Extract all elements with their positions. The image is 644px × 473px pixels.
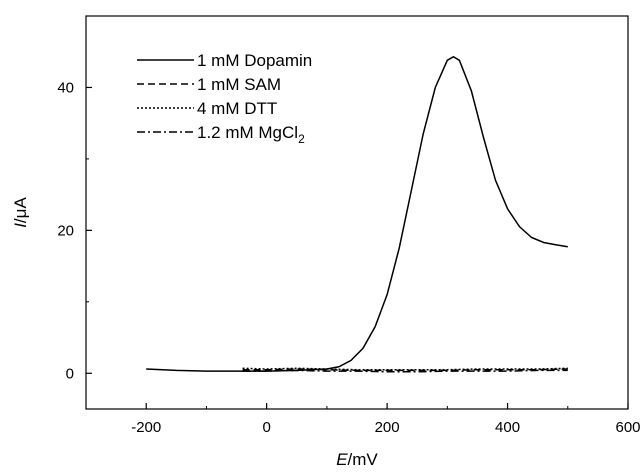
legend-label-3: 1.2 mM MgCl2 (197, 123, 305, 146)
legend-label-text: 1 mM SAM (197, 75, 281, 94)
x-tick-label: -200 (131, 419, 161, 436)
legend-label-subscript: 2 (298, 132, 305, 146)
x-tick-label: 400 (495, 419, 520, 436)
x-axis-label-symbol: E (336, 450, 348, 469)
y-axis-label-unit: /μA (11, 197, 30, 224)
legend-label-text: 1.2 mM MgCl (197, 123, 298, 142)
x-axis-label: E/mV (336, 450, 378, 469)
y-tick-label: 20 (57, 222, 74, 239)
legend: 1 mM Dopamin 1 mM SAM 4 mM DTT 1.2 mM MgCl2 (137, 51, 312, 146)
series-layer (146, 55, 568, 373)
x-tick-label: 0 (262, 419, 270, 436)
y-axis-label-symbol: I (11, 223, 30, 228)
legend-label-text: 1 mM Dopamin (197, 51, 312, 70)
legend-label-0: 1 mM Dopamin (197, 51, 312, 70)
x-axis-label-unit: /mV (348, 450, 379, 469)
legend-label-1: 1 mM SAM (197, 75, 281, 94)
series-line-3 (242, 369, 568, 373)
y-tick-label: 40 (57, 79, 74, 96)
series-line-2 (242, 367, 568, 371)
x-tick-label: 200 (375, 419, 400, 436)
axis-ticks: -200 0 200 400 600 0 20 40 (57, 79, 640, 436)
x-tick-label: 600 (615, 419, 640, 436)
y-axis-label: I/μA (11, 197, 30, 228)
legend-label-2: 4 mM DTT (197, 99, 277, 118)
plot-frame (85, 15, 629, 410)
y-tick-label: 0 (66, 365, 74, 382)
legend-label-text: 4 mM DTT (197, 99, 277, 118)
